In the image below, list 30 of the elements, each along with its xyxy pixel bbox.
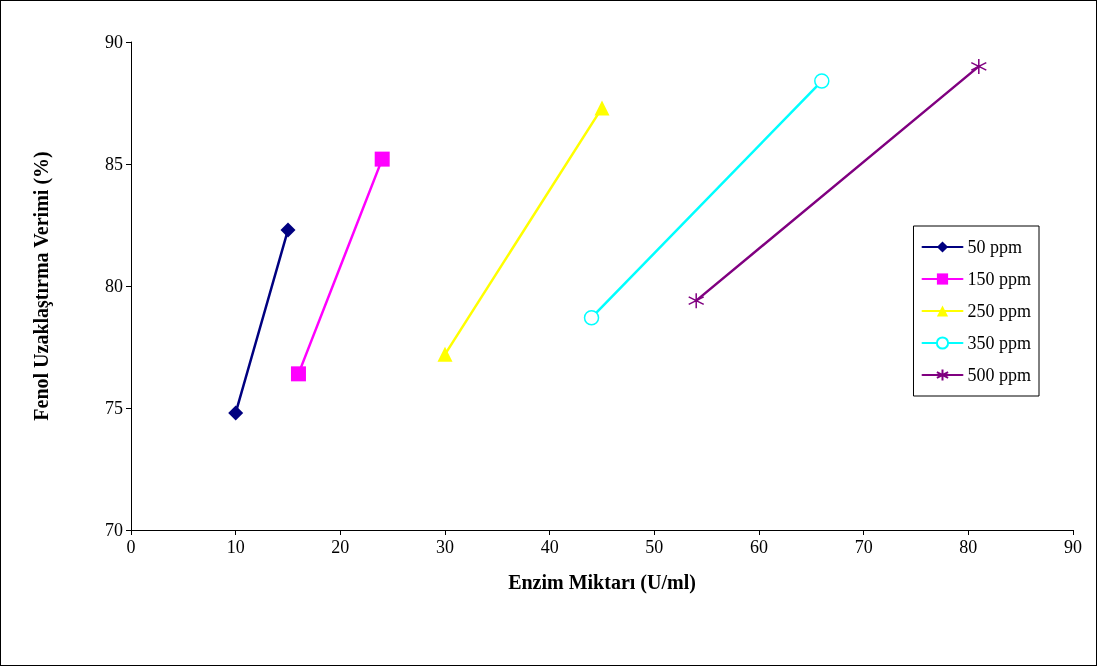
x-tick-label: 70 (854, 537, 873, 557)
legend-label: 350 ppm (967, 333, 1032, 353)
y-tick-label: 85 (105, 154, 123, 174)
y-axis-title: Fenol Uzaklaştırma Verimi (%) (30, 151, 53, 421)
point (280, 222, 296, 238)
x-tick-label: 90 (1064, 537, 1082, 557)
y-tick-label: 90 (105, 32, 123, 52)
legend-label: 500 ppm (967, 365, 1032, 385)
x-tick-label: 40 (540, 537, 559, 557)
point (228, 405, 244, 421)
x-tick-label: 30 (436, 537, 454, 557)
point (290, 366, 306, 382)
x-tick-label: 0 (126, 537, 136, 557)
legend-label: 250 ppm (967, 301, 1032, 321)
x-tick-label: 20 (331, 537, 350, 557)
y-tick-label: 70 (105, 520, 123, 540)
y-tick-label: 80 (105, 276, 123, 296)
x-tick-label: 80 (959, 537, 978, 557)
x-axis-title: Enzim Miktarı (U/ml) (508, 571, 696, 594)
point (687, 292, 705, 309)
legend-label: 50 ppm (967, 237, 1023, 257)
x-tick-label: 60 (750, 537, 768, 557)
legend-label: 150 ppm (967, 269, 1032, 289)
point (583, 309, 600, 326)
point (374, 151, 390, 167)
point (814, 73, 830, 89)
point (970, 58, 988, 75)
x-tick-label: 50 (645, 537, 664, 557)
x-tick-label: 10 (226, 537, 245, 557)
y-tick-label: 75 (105, 398, 123, 418)
